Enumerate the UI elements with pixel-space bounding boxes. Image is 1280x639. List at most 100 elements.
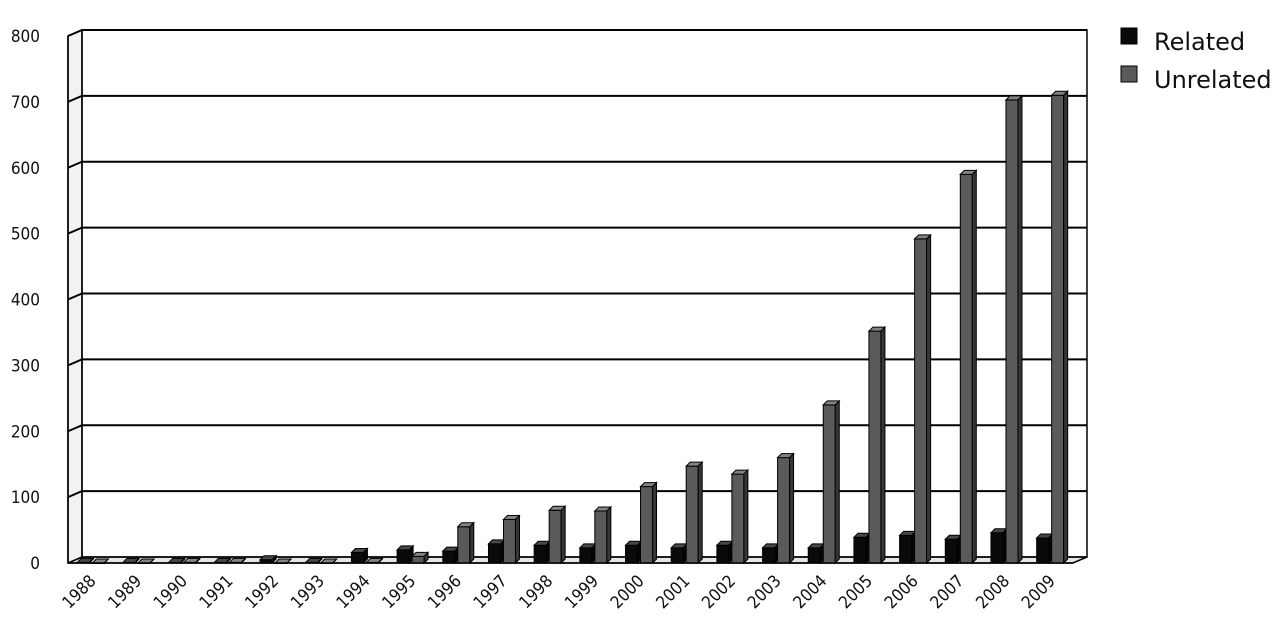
x-tick-label: 2001 (653, 571, 695, 613)
bar-front-face (853, 536, 867, 564)
bar-related-2008 (989, 527, 1009, 565)
bar-front-face (396, 549, 410, 564)
gridline (67, 94, 1087, 103)
y-tick-label: 400 (11, 291, 40, 311)
x-tick-label: 1995 (378, 571, 420, 613)
bar-front-face (350, 551, 364, 564)
bar-related-2001 (669, 542, 689, 565)
bar-front-face (670, 547, 684, 564)
x-tick-label: 1991 (196, 571, 238, 613)
x-tick-label: 2006 (881, 571, 923, 613)
bar-side-face (971, 169, 977, 565)
legend-label: Related (1154, 28, 1245, 56)
gridline (67, 29, 1087, 37)
y-axis: 0 100 200 300 400 500 600 700 800 (11, 27, 69, 574)
bar-front-face (685, 465, 699, 564)
gridline (67, 424, 1087, 433)
y-tick-label: 800 (11, 27, 40, 47)
bar-unrelated-2004 (822, 399, 841, 565)
bar-side-face (286, 558, 292, 564)
y-tick-label: 700 (11, 93, 40, 113)
bar-side-face (880, 325, 886, 565)
bar-front-face (914, 238, 928, 564)
bar-front-face (807, 547, 821, 564)
bar-unrelated-2005 (867, 325, 887, 565)
bar-side-face (469, 521, 475, 565)
y-tick-label: 200 (11, 422, 40, 442)
y-tick-label: 100 (11, 488, 40, 508)
y-tick-label: 0 (30, 554, 40, 574)
gridline (67, 490, 1087, 499)
x-tick-label: 1999 (561, 571, 603, 613)
x-tick-label: 2009 (1018, 571, 1060, 613)
bar-front-face (1005, 99, 1019, 564)
bar-front-face (959, 173, 973, 564)
bar-related-2009 (1035, 532, 1054, 565)
bar-unrelated-2003 (776, 452, 795, 565)
bar-unrelated-2007 (959, 169, 978, 565)
bar-related-1998 (532, 540, 552, 565)
bar-side-face (103, 558, 109, 564)
bar-related-1995 (395, 544, 415, 565)
x-tick-label: 2008 (972, 571, 1014, 613)
bar-front-face (762, 547, 776, 564)
bar-related-1992 (258, 554, 278, 565)
legend-item-related: Related (1120, 27, 1245, 56)
bar-front-face (899, 534, 913, 564)
bar-side-face (652, 481, 658, 565)
bar-front-face (411, 555, 425, 564)
x-tick-label: 1997 (470, 571, 512, 613)
bar-front-face (1051, 94, 1065, 564)
bar-related-2007 (944, 534, 963, 565)
bar-front-face (868, 330, 882, 564)
bar-front-face (777, 457, 791, 564)
bar-unrelated-1999 (593, 505, 613, 565)
x-tick-label: 2002 (698, 571, 740, 613)
bar-unrelated-2000 (639, 481, 658, 565)
gridline (67, 160, 1087, 169)
bar-unrelated-2001 (684, 460, 704, 565)
legend-swatch (1120, 65, 1138, 83)
bar-related-2004 (807, 542, 826, 565)
x-tick-label: 1989 (104, 571, 146, 613)
y-tick-label: 300 (11, 356, 40, 376)
bar-front-face (579, 547, 593, 564)
x-tick-label: 1998 (516, 571, 558, 613)
bar-side-face (514, 514, 520, 565)
legend-item-unrelated: Unrelated (1120, 65, 1272, 94)
bar-side-face (789, 452, 795, 565)
bar-side-face (743, 468, 749, 565)
bar-side-face (834, 399, 840, 565)
bar-side-face (362, 547, 368, 565)
x-tick-label: 1994 (333, 571, 375, 613)
bar-side-face (697, 460, 703, 565)
y-tick-label: 600 (11, 159, 40, 179)
bar-unrelated-2002 (730, 468, 750, 565)
bar-unrelated-1998 (547, 505, 567, 565)
bar-unrelated-1997 (502, 514, 521, 565)
bar-related-1996 (441, 545, 461, 565)
bar-related-2003 (761, 542, 780, 565)
bar-front-face (533, 544, 547, 564)
bar-front-face (487, 543, 501, 564)
bar-front-face (502, 519, 516, 564)
bars (76, 90, 1069, 565)
bar-unrelated-2006 (913, 233, 932, 565)
bar-front-face (625, 544, 639, 564)
y-tick-label: 500 (11, 225, 40, 245)
bar-related-2005 (852, 532, 872, 565)
x-tick-label: 1990 (150, 571, 192, 613)
legend-swatch (1120, 27, 1138, 45)
bar-unrelated-2009 (1050, 90, 1069, 565)
bar-related-1994 (350, 547, 369, 565)
x-tick-label: 2005 (835, 571, 877, 613)
x-tick-label: 2004 (790, 571, 832, 613)
legend-label: Unrelated (1154, 66, 1272, 94)
x-tick-label: 1993 (287, 571, 329, 613)
bar-unrelated-2008 (1004, 94, 1024, 565)
bar-front-face (716, 544, 730, 564)
bar-side-face (926, 233, 932, 565)
gridline (67, 292, 1087, 301)
bar-side-face (1017, 94, 1023, 565)
